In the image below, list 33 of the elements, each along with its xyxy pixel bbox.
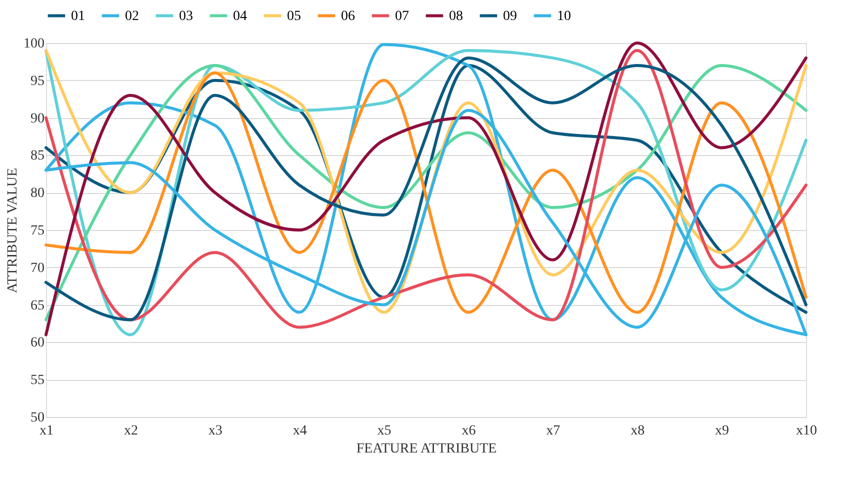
x-tick-label: x6 bbox=[462, 424, 476, 438]
x-tick-label: x5 bbox=[377, 424, 392, 438]
y-tick-label: 95 bbox=[30, 74, 44, 89]
legend-label: 05 bbox=[287, 8, 301, 24]
y-tick-label: 50 bbox=[30, 410, 44, 426]
legend-label: 10 bbox=[557, 8, 571, 24]
y-tick-label: 85 bbox=[30, 148, 44, 164]
legend-label: 02 bbox=[125, 8, 139, 24]
x-tick-label: x2 bbox=[124, 424, 138, 438]
y-tick-label: 75 bbox=[30, 224, 44, 238]
x-tick-label: x9 bbox=[715, 424, 730, 438]
x-tick-label: x3 bbox=[208, 424, 222, 438]
legend-label: 09 bbox=[503, 8, 517, 24]
x-tick-label: x10 bbox=[796, 424, 817, 438]
y-tick-label: 55 bbox=[30, 373, 44, 388]
legend-label: 03 bbox=[179, 8, 193, 24]
x-tick-label: x7 bbox=[546, 424, 560, 438]
x-tick-label: x4 bbox=[292, 424, 307, 438]
y-tick-label: 90 bbox=[30, 111, 44, 126]
y-tick-label: 100 bbox=[24, 36, 44, 52]
y-tick-label: 70 bbox=[30, 260, 44, 276]
y-axis-title: ATTRIBUTE VALUE bbox=[6, 168, 20, 294]
legend-label: 01 bbox=[71, 8, 85, 24]
y-tick-label: 80 bbox=[30, 186, 44, 202]
y-tick-label: 65 bbox=[30, 298, 44, 314]
x-axis-title: FEATURE ATTRIBUTE bbox=[356, 442, 497, 456]
x-tick-label: x1 bbox=[40, 424, 54, 438]
x-tick-label: x8 bbox=[630, 424, 645, 438]
legend-label: 08 bbox=[449, 8, 463, 24]
y-tick-label: 60 bbox=[30, 336, 44, 351]
legend-label: 04 bbox=[233, 8, 247, 24]
legend-label: 06 bbox=[341, 8, 355, 24]
legend-label: 07 bbox=[395, 8, 409, 24]
